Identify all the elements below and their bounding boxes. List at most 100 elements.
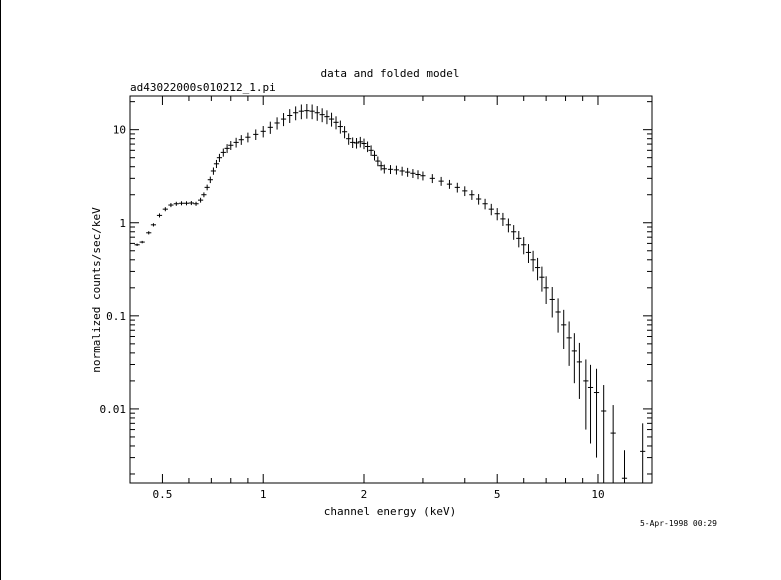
data-point [173,201,179,206]
data-point [361,138,367,150]
data-point [183,201,190,206]
chart-subtitle: ad43022000s010212_1.pi [130,81,276,94]
data-point [555,298,561,333]
y-tick-label: 0.01 [100,403,127,416]
data-point [162,207,168,212]
y-tick-label: 10 [113,124,126,137]
data-point [245,132,251,143]
data-point [146,231,152,235]
data-point [350,137,356,149]
data-point [587,364,594,444]
data-point [505,218,511,233]
data-point [381,164,387,174]
data-point [228,141,234,150]
data-point [319,108,325,123]
data-point [583,359,589,430]
data-point [260,126,266,138]
data-point [511,225,517,240]
x-tick-label: 5 [494,488,501,501]
data-point [197,197,204,203]
data-point [476,194,482,205]
x-tick-label: 10 [591,488,604,501]
data-point [346,133,352,145]
data-point [601,385,607,483]
plot-frame [129,95,653,484]
data-point [566,321,572,366]
data-point [482,198,488,210]
data-point [530,250,536,272]
data-point [304,103,310,119]
data-point [216,153,223,162]
x-tick-label: 1 [260,488,267,501]
data-point [328,112,335,127]
data-point [220,148,226,157]
y-tick-label: 1 [119,217,126,230]
data-point [238,135,244,145]
data-point [378,161,384,171]
data-points [134,103,646,483]
data-point [353,138,360,149]
data-point [139,240,145,244]
data-point [393,165,400,175]
data-point [410,169,416,178]
data-point [341,126,348,139]
data-point [516,230,522,248]
data-point [364,141,371,153]
data-point [371,150,378,161]
data-point [280,113,287,127]
data-point [534,257,541,281]
axis-ticks: 0.5 1 2 5 10 0.01 0.1 1 10 [100,96,652,501]
data-point [576,342,582,399]
data-point [156,213,163,218]
data-point [420,171,426,181]
data-point [233,137,239,148]
data-point [610,405,616,483]
y-tick-label: 0.1 [106,310,126,323]
x-tick-label: 2 [361,488,368,501]
data-point [337,120,343,134]
data-point [640,423,646,483]
data-point [549,287,555,318]
data-point [521,237,527,255]
data-point [469,190,475,200]
data-point [399,166,405,176]
data-point [150,223,157,227]
y-axis-label: normalized counts/sec/keV [90,207,103,373]
data-point [224,144,230,154]
chart-title: data and folded model [320,67,459,80]
data-point [488,203,494,216]
data-point [405,167,411,177]
data-point [168,203,174,208]
data-point [593,368,600,458]
data-point [333,116,339,130]
timestamp-label: 5-Apr-1998 00:29 [640,519,717,528]
data-point [178,201,185,206]
data-point [204,184,210,191]
data-point [438,176,444,186]
data-point [213,159,220,169]
data-point [494,208,500,221]
data-point [357,136,363,148]
data-point [188,201,194,206]
data-point [429,174,435,184]
data-point [387,165,394,175]
data-point [571,333,577,384]
data-point [134,243,140,247]
data-point [446,179,453,189]
data-point [253,129,259,141]
data-point [201,192,207,198]
data-point [210,167,217,175]
data-point [621,450,628,483]
data-point [298,104,304,120]
data-point [500,212,506,226]
data-point [193,201,199,206]
data-point [454,182,460,193]
data-point [287,109,293,124]
data-point [314,106,320,121]
data-point [561,309,567,350]
data-point [293,106,299,121]
data-point [274,117,280,130]
data-point [543,276,549,305]
